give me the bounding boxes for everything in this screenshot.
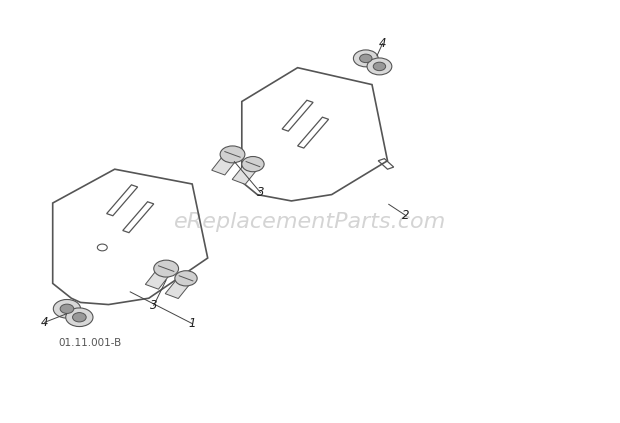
Text: 4: 4 — [379, 37, 386, 50]
Circle shape — [220, 146, 245, 163]
Text: 4: 4 — [41, 316, 48, 329]
Circle shape — [242, 157, 264, 172]
Polygon shape — [165, 276, 193, 299]
Text: 3: 3 — [257, 186, 264, 199]
Text: 2: 2 — [402, 209, 410, 222]
Polygon shape — [145, 266, 173, 289]
Circle shape — [60, 304, 74, 313]
Circle shape — [154, 260, 179, 277]
Circle shape — [73, 313, 86, 322]
Polygon shape — [232, 162, 260, 184]
Circle shape — [175, 271, 197, 286]
Text: 3: 3 — [150, 299, 157, 312]
Circle shape — [53, 299, 81, 318]
Text: 1: 1 — [188, 317, 196, 330]
Text: eReplacementParts.com: eReplacementParts.com — [174, 212, 446, 232]
Circle shape — [66, 308, 93, 327]
Circle shape — [367, 58, 392, 75]
Circle shape — [373, 62, 386, 71]
Polygon shape — [211, 152, 239, 175]
Text: 01.11.001-B: 01.11.001-B — [58, 338, 122, 348]
Circle shape — [353, 50, 378, 67]
Circle shape — [360, 54, 372, 63]
